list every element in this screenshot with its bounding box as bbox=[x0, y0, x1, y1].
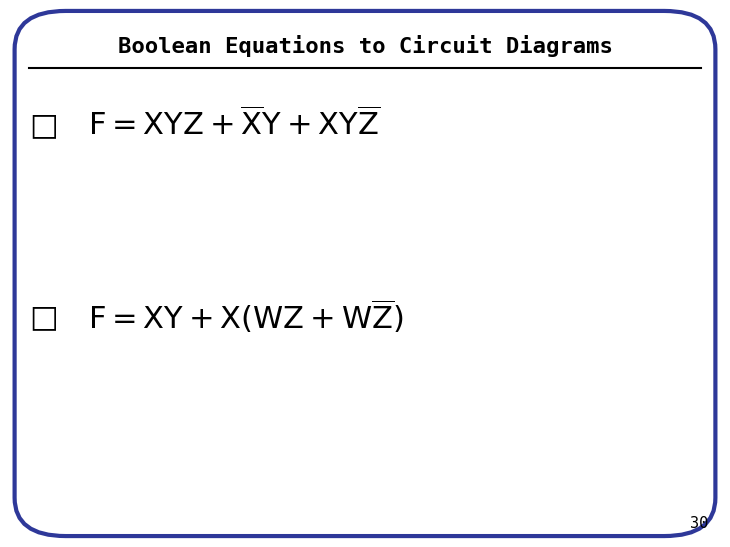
Text: □: □ bbox=[29, 302, 58, 332]
Text: 30: 30 bbox=[690, 516, 708, 531]
FancyBboxPatch shape bbox=[15, 11, 715, 536]
Text: Boolean Equations to Circuit Diagrams: Boolean Equations to Circuit Diagrams bbox=[118, 36, 612, 57]
Text: $\mathrm{F = XYZ + \overline{X}Y + XY\overline{Z}}$: $\mathrm{F = XYZ + \overline{X}Y + XY\ov… bbox=[88, 109, 380, 143]
Text: □: □ bbox=[29, 111, 58, 141]
Text: $\mathrm{F = XY + X(WZ + W\overline{Z})}$: $\mathrm{F = XY + X(WZ + W\overline{Z})}… bbox=[88, 299, 403, 336]
